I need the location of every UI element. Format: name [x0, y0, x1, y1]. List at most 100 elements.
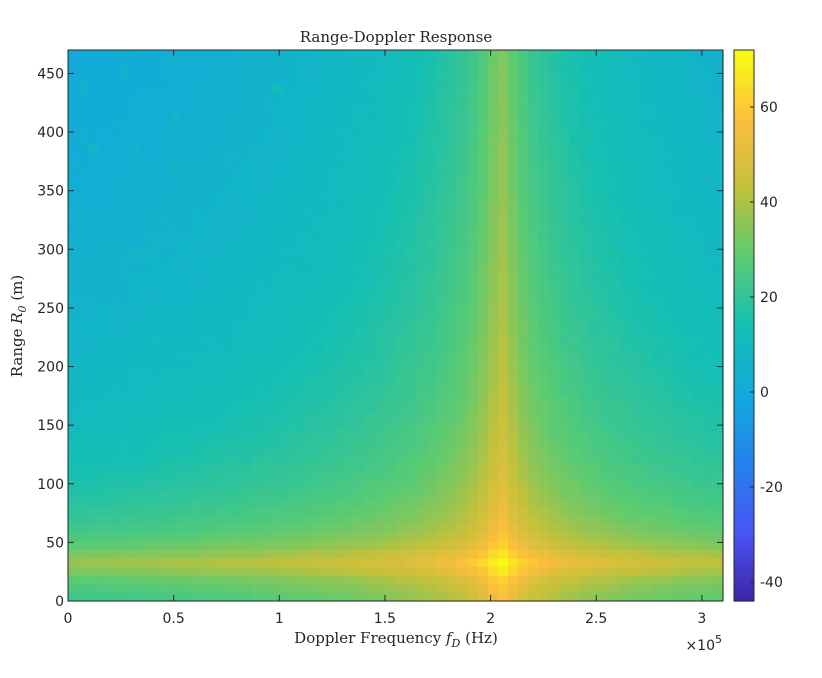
heatmap-cell — [201, 84, 212, 94]
heatmap-cell — [518, 592, 530, 602]
heatmap-cell — [180, 299, 192, 309]
heatmap-cell — [323, 428, 335, 439]
heatmap-cell — [702, 532, 714, 542]
heatmap-cell — [252, 437, 264, 447]
heatmap-cell — [610, 325, 622, 335]
heatmap-cell — [241, 110, 253, 120]
colorbar-step — [734, 540, 754, 547]
heatmap-cell — [589, 58, 601, 68]
heatmap-cell — [98, 213, 110, 223]
heatmap-cell — [149, 506, 161, 516]
heatmap-cell — [190, 428, 202, 439]
heatmap-cell — [129, 239, 141, 249]
heatmap-cell — [415, 385, 427, 395]
heatmap-cell — [160, 489, 171, 499]
heatmap-cell — [528, 583, 540, 593]
heatmap-cell — [323, 153, 335, 163]
heatmap-cell — [180, 592, 192, 602]
heatmap-cell — [78, 196, 90, 206]
colorbar-step — [734, 565, 754, 572]
heatmap-cell — [415, 489, 427, 499]
heatmap-cell — [334, 187, 345, 197]
heatmap-cell — [538, 170, 550, 180]
heatmap-cell — [160, 557, 171, 568]
heatmap-cell — [354, 75, 366, 86]
heatmap-cell — [579, 463, 591, 473]
heatmap-cell — [201, 411, 212, 421]
heatmap-cell — [702, 489, 714, 499]
heatmap-cell — [160, 265, 171, 275]
heatmap-cell — [303, 428, 315, 439]
heatmap-cell — [149, 454, 161, 464]
heatmap-cell — [528, 204, 540, 215]
heatmap-cell — [323, 411, 335, 421]
heatmap-cell — [375, 127, 386, 137]
heatmap-cell — [641, 523, 652, 533]
heatmap-cell — [119, 248, 130, 258]
heatmap-cell — [508, 325, 519, 335]
heatmap-cell — [170, 50, 182, 60]
heatmap-cell — [415, 566, 427, 576]
heatmap-cell — [497, 118, 509, 129]
heatmap-cell — [201, 557, 212, 568]
heatmap-cell — [180, 127, 192, 137]
heatmap-cell — [211, 256, 223, 266]
heatmap-cell — [559, 93, 571, 103]
heatmap-cell — [538, 566, 550, 576]
heatmap-cell — [620, 248, 632, 258]
heatmap-cell — [252, 153, 264, 163]
heatmap-cell — [282, 58, 294, 68]
heatmap-cell — [68, 50, 79, 60]
heatmap-cell — [303, 394, 315, 404]
heatmap-cell — [160, 359, 171, 370]
heatmap-cell — [78, 557, 90, 568]
heatmap-cell — [446, 230, 458, 241]
heatmap-cell — [426, 446, 438, 456]
heatmap-cell — [415, 118, 427, 129]
colorbar-step — [734, 65, 754, 71]
heatmap-cell — [549, 248, 560, 258]
heatmap-cell — [508, 187, 519, 197]
heatmap-cell — [661, 291, 673, 301]
heatmap-cell — [415, 592, 427, 602]
heatmap-cell — [221, 299, 233, 309]
heatmap-cell — [201, 144, 212, 154]
heatmap-cell — [405, 540, 417, 550]
heatmap-cell — [354, 179, 366, 189]
heatmap-cell — [119, 437, 130, 447]
heatmap-cell — [88, 411, 100, 421]
heatmap-cell — [334, 480, 345, 490]
heatmap-cell — [518, 437, 530, 447]
heatmap-cell — [620, 308, 632, 318]
heatmap-cell — [405, 58, 417, 68]
heatmap-cell — [170, 213, 182, 223]
heatmap-cell — [630, 222, 642, 232]
heatmap-cell — [508, 230, 519, 241]
heatmap-cell — [160, 411, 171, 421]
heatmap-cell — [569, 394, 581, 404]
heatmap-cell — [589, 204, 601, 215]
heatmap-cell — [180, 342, 192, 352]
heatmap-cell — [651, 325, 663, 335]
heatmap-cell — [272, 575, 284, 585]
heatmap-cell — [518, 334, 530, 344]
heatmap-cell — [620, 506, 632, 516]
heatmap-cell — [589, 583, 601, 593]
heatmap-cell — [221, 153, 233, 163]
heatmap-cell — [477, 230, 489, 241]
heatmap-cell — [88, 153, 100, 163]
heatmap-cell — [518, 161, 530, 172]
heatmap-cell — [456, 265, 468, 275]
heatmap-cell — [610, 170, 622, 180]
heatmap-cell — [661, 101, 673, 111]
heatmap-cell — [344, 489, 356, 499]
heatmap-cell — [712, 471, 724, 482]
heatmap-cell — [211, 239, 223, 249]
heatmap-cell — [354, 566, 366, 576]
heatmap-cell — [395, 50, 407, 60]
heatmap-cell — [589, 402, 601, 413]
heatmap-cell — [600, 282, 612, 292]
heatmap-cell — [600, 118, 612, 129]
heatmap-cell — [497, 437, 509, 447]
heatmap-cell — [170, 316, 182, 327]
